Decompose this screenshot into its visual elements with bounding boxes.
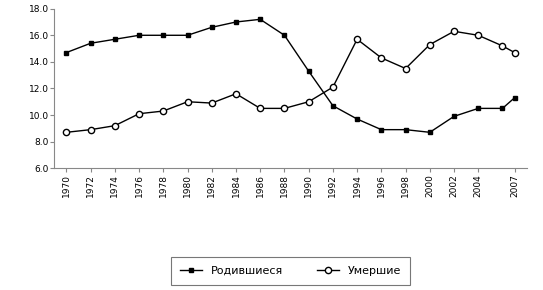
Родившиеся (499, 107, 506, 110)
Умершие (209, 101, 215, 105)
Умершие (233, 92, 239, 95)
Умершие (305, 100, 312, 104)
Родившиеся (354, 117, 361, 121)
Родившиеся (112, 37, 118, 41)
Родившиеся (136, 34, 142, 37)
Родившиеся (160, 34, 167, 37)
Line: Умершие: Умершие (64, 28, 517, 135)
Родившиеся (427, 130, 433, 134)
Родившиеся (378, 128, 384, 131)
Умершие (402, 67, 409, 70)
Умершие (63, 130, 70, 134)
Умершие (112, 124, 118, 127)
Родившиеся (512, 96, 518, 99)
Родившиеся (87, 41, 94, 45)
Умершие (378, 56, 384, 60)
Родившиеся (475, 107, 482, 110)
Умершие (427, 43, 433, 46)
Родившиеся (402, 128, 409, 131)
Умершие (499, 44, 506, 48)
Умершие (330, 85, 336, 89)
Родившиеся (209, 26, 215, 29)
Умершие (87, 128, 94, 131)
Родившиеся (451, 115, 457, 118)
Родившиеся (184, 34, 191, 37)
Умершие (354, 37, 361, 41)
Умершие (451, 30, 457, 33)
Умершие (281, 107, 288, 110)
Умершие (475, 34, 482, 37)
Умершие (136, 112, 142, 115)
Умершие (160, 109, 167, 113)
Родившиеся (281, 34, 288, 37)
Умершие (257, 107, 263, 110)
Умершие (184, 100, 191, 104)
Родившиеся (63, 51, 70, 54)
Line: Родившиеся: Родившиеся (64, 17, 517, 135)
Родившиеся (330, 104, 336, 108)
Родившиеся (233, 20, 239, 24)
Legend: Родившиеся, Умершие: Родившиеся, Умершие (171, 257, 410, 284)
Родившиеся (305, 69, 312, 73)
Умершие (512, 51, 518, 54)
Родившиеся (257, 18, 263, 21)
